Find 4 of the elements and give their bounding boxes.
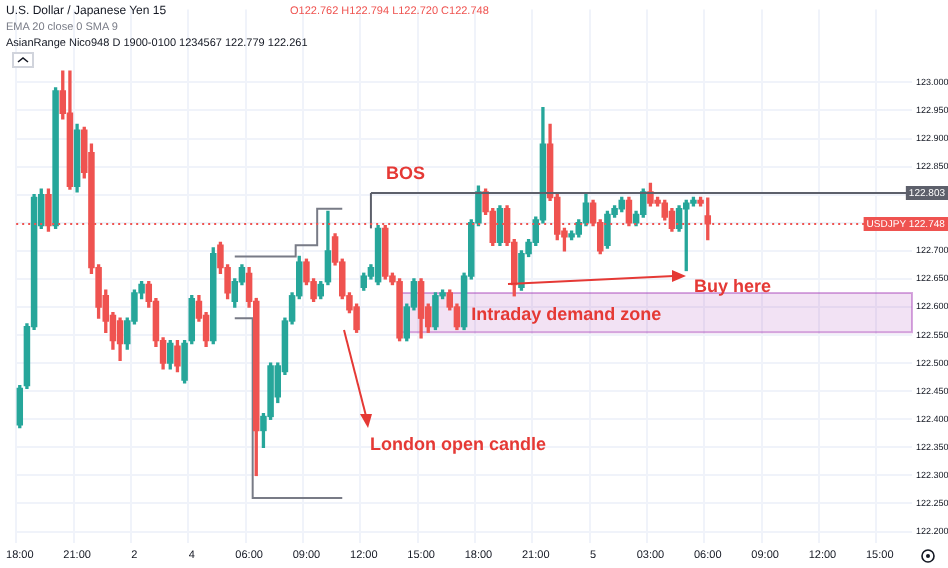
band-label: Intraday demand zone xyxy=(471,303,662,324)
annotation: Buy here xyxy=(694,275,772,296)
annotation: London open candle xyxy=(370,434,546,454)
annotation: BOS xyxy=(386,163,426,183)
